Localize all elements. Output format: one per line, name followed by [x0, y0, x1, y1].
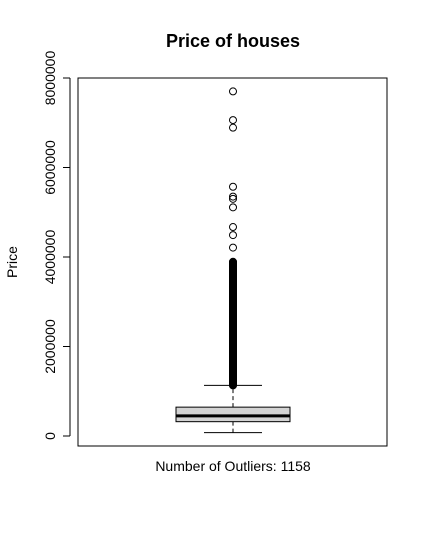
outlier-point: [229, 259, 237, 268]
outlier-point: [229, 325, 237, 334]
x-axis-label: Number of Outliers: 1158: [155, 458, 311, 474]
outlier-point: [229, 322, 237, 331]
outlier-point: [229, 361, 237, 370]
box-plot: [175, 384, 291, 434]
y-tick-label: 0: [42, 432, 58, 440]
outlier-point: [229, 291, 237, 300]
outlier-point: [229, 295, 237, 304]
outlier-point: [229, 264, 237, 273]
outlier-point: [229, 268, 237, 277]
y-tick-label: 6000000: [42, 140, 58, 195]
outlier-point: [229, 345, 237, 354]
outlier-point: [229, 334, 237, 343]
outlier-point: [229, 231, 237, 240]
outlier-point: [229, 337, 237, 346]
outlier-point: [229, 194, 237, 203]
outlier-point: [229, 192, 237, 201]
y-tick-label: 4000000: [42, 230, 58, 285]
outlier-point: [229, 223, 237, 232]
outliers: [229, 87, 237, 390]
outlier-point: [229, 329, 237, 338]
y-axis: 0 2000000 4000000 6000000 8000000: [42, 51, 71, 440]
y-tick-label: 8000000: [42, 51, 58, 106]
outlier-point: [229, 363, 237, 372]
outlier-point: [229, 286, 237, 295]
outlier-point: [229, 339, 237, 348]
outlier-point: [229, 282, 237, 291]
chart-title: Price of houses: [166, 31, 300, 51]
outlier-point: [229, 316, 237, 325]
y-axis-label: Price: [4, 246, 20, 278]
outlier-point: [229, 182, 237, 191]
outlier-point: [229, 243, 237, 252]
outlier-point: [229, 299, 237, 308]
outlier-point: [229, 358, 237, 367]
outlier-point: [229, 355, 237, 364]
outlier-point: [229, 277, 237, 286]
outlier-point: [229, 303, 237, 312]
outlier-point: [229, 123, 237, 132]
outlier-point: [229, 366, 237, 375]
outlier-point: [229, 87, 237, 96]
outlier-point: [229, 347, 237, 356]
outlier-point: [229, 203, 237, 212]
outlier-point: [229, 319, 237, 328]
outlier-point: [229, 331, 237, 340]
outlier-point: [229, 350, 237, 359]
outlier-point: [229, 353, 237, 362]
outlier-point: [229, 342, 237, 351]
outlier-point: [229, 273, 237, 282]
plot-frame: [77, 77, 388, 447]
y-tick-label: 2000000: [42, 319, 58, 374]
outlier-point: [229, 116, 237, 125]
